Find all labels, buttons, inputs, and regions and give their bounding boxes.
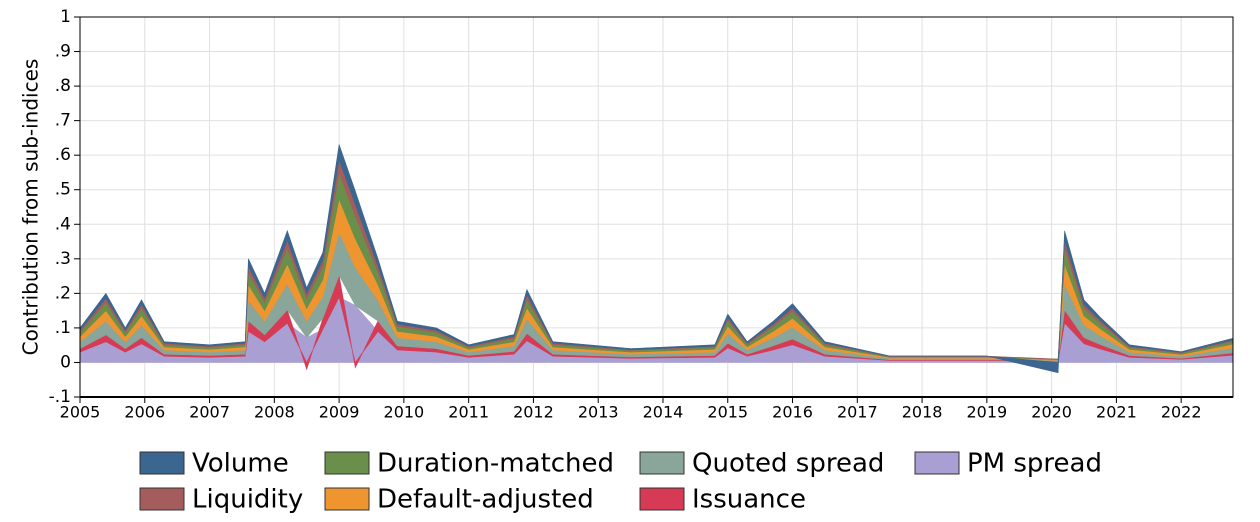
y-tick-label: .7 bbox=[55, 111, 71, 131]
y-tick-label: .5 bbox=[55, 180, 71, 200]
y-tick-label: 0 bbox=[60, 352, 71, 372]
x-tick-label: 2006 bbox=[124, 403, 165, 422]
legend-swatch bbox=[639, 451, 685, 475]
x-tick-label: 2008 bbox=[254, 403, 295, 422]
legend-label: PM spread bbox=[967, 449, 1102, 479]
x-tick-label: 2014 bbox=[643, 403, 684, 422]
y-tick-label: .4 bbox=[55, 214, 71, 234]
legend-label: Duration-matched bbox=[377, 449, 614, 479]
y-tick-label: 1 bbox=[60, 7, 71, 27]
x-tick-label: 2015 bbox=[707, 403, 748, 422]
legend-swatch bbox=[139, 451, 185, 475]
y-axis-label: Contribution from sub-indices bbox=[19, 59, 43, 356]
x-tick-label: 2012 bbox=[513, 403, 554, 422]
legend-label: Volume bbox=[192, 449, 289, 479]
x-tick-label: 2020 bbox=[1031, 403, 1072, 422]
x-tick-label: 2011 bbox=[448, 403, 489, 422]
x-tick-label: 2021 bbox=[1096, 403, 1137, 422]
x-tick-label: 2017 bbox=[837, 403, 878, 422]
x-tick-label: 2013 bbox=[578, 403, 619, 422]
x-tick-label: 2010 bbox=[384, 403, 425, 422]
y-tick-label: .1 bbox=[55, 318, 71, 338]
x-tick-label: 2022 bbox=[1161, 403, 1202, 422]
legend-label: Liquidity bbox=[192, 485, 303, 515]
x-tick-label: 2019 bbox=[966, 403, 1007, 422]
x-tick-label: 2005 bbox=[60, 403, 101, 422]
legend-swatch bbox=[139, 487, 185, 511]
legend-swatch bbox=[914, 451, 960, 475]
y-tick-label: .8 bbox=[55, 76, 71, 96]
x-tick-label: 2018 bbox=[902, 403, 943, 422]
x-tick-label: 2009 bbox=[319, 403, 360, 422]
legend-swatch bbox=[639, 487, 685, 511]
x-tick-label: 2016 bbox=[772, 403, 813, 422]
x-tick-label: 2007 bbox=[189, 403, 230, 422]
legend-label: Quoted spread bbox=[692, 449, 884, 479]
legend-label: Default-adjusted bbox=[377, 485, 594, 515]
legend-swatch bbox=[324, 487, 370, 511]
y-tick-label: -.1 bbox=[49, 387, 71, 407]
y-tick-label: .9 bbox=[55, 42, 71, 62]
y-tick-label: .2 bbox=[55, 283, 71, 303]
y-tick-label: .6 bbox=[55, 145, 71, 165]
legend-label: Issuance bbox=[692, 485, 806, 515]
y-tick-label: .3 bbox=[55, 249, 71, 269]
legend-swatch bbox=[324, 451, 370, 475]
